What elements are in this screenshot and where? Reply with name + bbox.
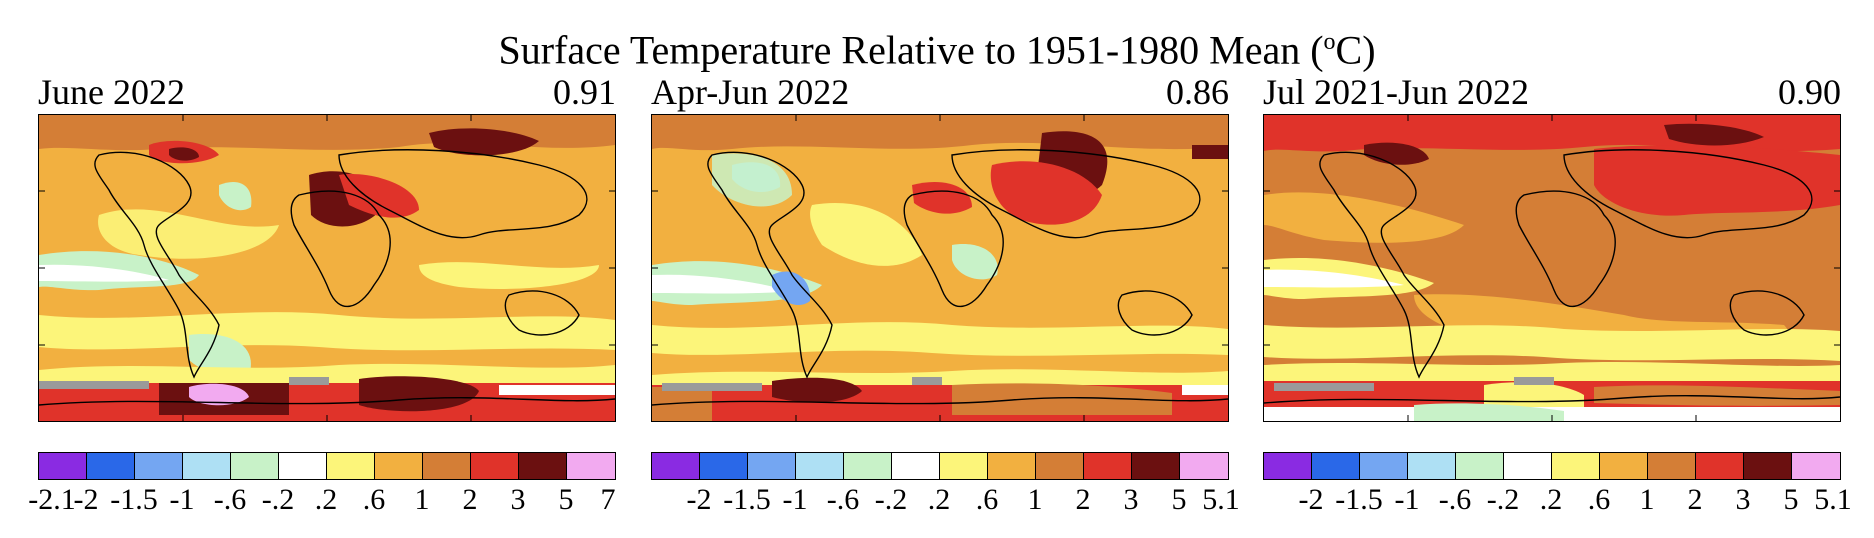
panel-global-mean: 0.90: [1778, 72, 1841, 112]
color-swatch: [1408, 453, 1456, 479]
color-swatch: [279, 453, 327, 479]
color-scale-tick-label: 5: [558, 483, 574, 516]
panel-label: Jul 2021-Jun 2022: [1263, 72, 1530, 112]
color-scale-tick-label: -.2: [261, 483, 295, 516]
figure-title: Surface Temperature Relative to 1951-198…: [498, 27, 1376, 73]
color-swatch: [1648, 453, 1696, 479]
panel-label: June 2022: [38, 72, 185, 112]
color-swatch: [1084, 453, 1132, 479]
color-scale-tick-label: 3: [1123, 483, 1139, 516]
color-scale-tick-label: -.6: [213, 483, 247, 516]
color-scale-tick-label: -1: [169, 483, 195, 516]
color-swatch: [1456, 453, 1504, 479]
color-swatch: [1600, 453, 1648, 479]
color-scale-tick-label: -1.5: [723, 483, 771, 516]
color-scale-tick-label: 2: [1075, 483, 1091, 516]
color-swatch: [87, 453, 135, 479]
color-swatch: [988, 453, 1036, 479]
color-swatch: [1792, 453, 1840, 479]
color-scale-tick-label: 5.1: [1814, 483, 1852, 516]
color-swatch: [231, 453, 279, 479]
color-scale-tick-label: 1: [1639, 483, 1655, 516]
color-swatch: [940, 453, 988, 479]
color-swatch: [1180, 453, 1228, 479]
color-swatch: [375, 453, 423, 479]
color-scale-tick-label: .6: [362, 483, 386, 516]
color-scale-tick-label: 1: [414, 483, 430, 516]
color-swatch: [796, 453, 844, 479]
color-scale-tick-label: -1: [782, 483, 808, 516]
color-scale-tick-label: .6: [1587, 483, 1611, 516]
panel-label: Apr-Jun 2022: [651, 72, 850, 112]
color-scale-tick-label: -2: [686, 483, 712, 516]
color-scale-tick-label: 3: [510, 483, 526, 516]
color-scale-tick-label: 5: [1171, 483, 1187, 516]
color-swatch: [1696, 453, 1744, 479]
map-panel-1: June 2022 0.91: [28, 68, 616, 538]
color-scale-tick-label: 1: [1027, 483, 1043, 516]
color-swatch: [1744, 453, 1792, 479]
color-scale-tick-label: -1.5: [110, 483, 158, 516]
color-swatch: [1504, 453, 1552, 479]
color-swatch: [1264, 453, 1312, 479]
color-scale-tick-label: -.2: [874, 483, 908, 516]
color-scale-tick-label: .6: [975, 483, 999, 516]
color-scale-tick-label: 3: [1735, 483, 1751, 516]
color-swatch: [748, 453, 796, 479]
panel-global-mean: 0.91: [553, 72, 616, 112]
color-scale-tick-label: 5: [1783, 483, 1799, 516]
color-swatch: [1360, 453, 1408, 479]
temperature-anomaly-map: [38, 114, 616, 422]
temperature-anomaly-map: [1263, 114, 1841, 422]
color-scale-tick-label: 7: [600, 483, 616, 516]
color-scale-tick-label: -1.5: [1335, 483, 1383, 516]
color-swatch: [327, 453, 375, 479]
color-scale-tick-label: -.6: [826, 483, 860, 516]
color-swatch: [39, 453, 87, 479]
color-scale-tick-label: -.6: [1438, 483, 1472, 516]
color-swatch: [567, 453, 615, 479]
color-scale-tick-label: -1: [1394, 483, 1420, 516]
color-scale-tick-label: -2: [1298, 483, 1324, 516]
color-swatch: [844, 453, 892, 479]
color-swatch: [519, 453, 567, 479]
color-scale-bar: [38, 452, 616, 480]
color-scale-tick-label: 2: [1687, 483, 1703, 516]
color-scale-tick-label: .2: [927, 483, 951, 516]
color-swatch: [423, 453, 471, 479]
color-scale-tick-label: 5.1: [1202, 483, 1240, 516]
color-swatch: [471, 453, 519, 479]
color-swatch: [652, 453, 700, 479]
color-swatch: [135, 453, 183, 479]
color-scale-tick-label: .2: [314, 483, 338, 516]
color-scale-tick-label: -.2: [1486, 483, 1520, 516]
color-swatch: [1552, 453, 1600, 479]
color-scale-bar: [651, 452, 1229, 480]
color-swatch: [1312, 453, 1360, 479]
color-scale-tick-label: .2: [1539, 483, 1563, 516]
map-panel-2: Apr-Jun 2022 0.86: [651, 68, 1240, 538]
map-panel-3: Jul 2021-Jun 2022 0.90: [1263, 68, 1852, 538]
color-swatch: [183, 453, 231, 479]
color-scale-tick-label: -2.1: [28, 483, 76, 516]
temperature-anomaly-map: [651, 114, 1229, 422]
color-swatch: [700, 453, 748, 479]
color-swatch: [1132, 453, 1180, 479]
color-scale-tick-label: 2: [462, 483, 478, 516]
color-swatch: [1036, 453, 1084, 479]
color-scale-tick-label: -2: [73, 483, 99, 516]
color-scale-bar: [1263, 452, 1841, 480]
panel-global-mean: 0.86: [1166, 72, 1229, 112]
color-swatch: [892, 453, 940, 479]
